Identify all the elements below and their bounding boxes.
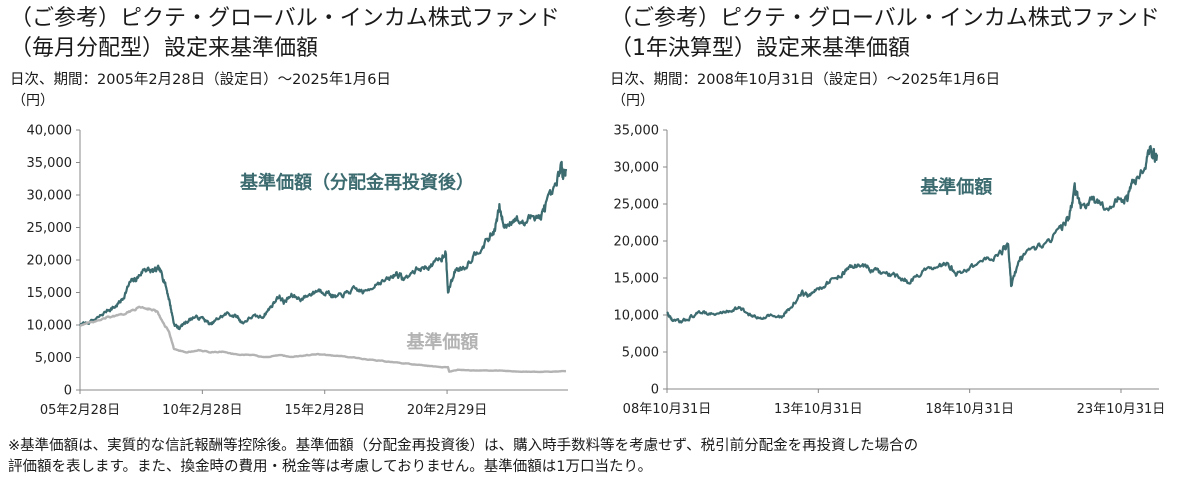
footnote: ※基準価額は、実質的な信託報酬等控除後。基準価額（分配金再投資後）は、購入時手数… — [8, 436, 1188, 478]
series-line-reinvested — [79, 160, 568, 331]
series-annotation-label: 基準価額 — [405, 331, 478, 353]
y-tick-label: 0 — [651, 383, 659, 398]
x-tick-label: 05年2月28日 — [40, 403, 120, 418]
chart-title-line2: （毎月分配型）設定来基準価額 — [10, 36, 319, 61]
y-tick-label: 10,000 — [614, 309, 660, 324]
x-tick-label: 08年10月31日 — [623, 402, 712, 417]
y-tick-label: 30,000 — [27, 189, 73, 204]
series-line-nav — [666, 145, 1159, 324]
y-tick-label: 5,000 — [622, 346, 659, 361]
chart-title-line2: （1年決算型）設定来基準価額 — [610, 36, 910, 61]
y-tick-label: 15,000 — [614, 272, 660, 287]
x-tick-label: 23年10月31日 — [1077, 402, 1166, 417]
y-tick-label: 10,000 — [27, 319, 73, 334]
y-tick-label: 40,000 — [27, 124, 73, 139]
chart-panel-annual: （ご参考）ピクテ・グローバル・インカム株式ファンド （1年決算型）設定来基準価額… — [600, 0, 1193, 430]
y-tick-label: 35,000 — [614, 124, 660, 139]
y-tick-label: 20,000 — [27, 254, 73, 269]
chart-title-line1: （ご参考）ピクテ・グローバル・インカム株式ファンド — [10, 6, 560, 31]
y-tick-label: 25,000 — [27, 221, 73, 236]
y-tick-label: 35,000 — [27, 156, 73, 171]
line-chart-annual: 0 5,000 10,000 15,000 20,000 25,000 30,000 35,0… — [614, 124, 1166, 418]
chart-period: 日次、期間：2008年10月31日（設定日）～2025年1月6日 — [610, 72, 1001, 88]
x-tick-label: 20年2月29日 — [407, 403, 487, 418]
y-tick-label: 15,000 — [27, 286, 73, 301]
y-axis-unit: （円） — [612, 93, 654, 109]
series-line-nav — [79, 305, 567, 374]
y-tick-label: 30,000 — [614, 161, 660, 176]
footnote-line2: 評価額を表します。また、換金時の費用・税金等は考慮しておりません。基準価額は1万… — [8, 459, 653, 475]
chart-title-line1: （ご参考）ピクテ・グローバル・インカム株式ファンド — [610, 6, 1160, 31]
chart-period: 日次、期間：2005年2月28日（設定日）～2025年1月6日 — [10, 72, 391, 88]
series-annotation-label: 基準価額（分配金再投資後） — [239, 172, 474, 194]
chart-panel-monthly: （ご参考）ピクテ・グローバル・インカム株式ファンド （毎月分配型）設定来基準価額… — [0, 0, 590, 430]
x-tick-label: 10年2月28日 — [162, 403, 242, 418]
y-tick-label: 20,000 — [614, 235, 660, 250]
x-tick-label: 18年10月31日 — [925, 402, 1014, 417]
y-axis-unit: （円） — [12, 93, 54, 109]
y-tick-label: 0 — [64, 384, 72, 399]
series-annotation-label: 基準価額 — [919, 176, 992, 198]
line-chart-monthly: 0 5,000 10,000 15,000 20,000 25,000 30,000 35,0… — [27, 124, 568, 418]
y-tick-label: 25,000 — [614, 198, 660, 213]
x-tick-label: 15年2月28日 — [285, 403, 365, 418]
y-tick-label: 5,000 — [35, 351, 72, 366]
x-tick-label: 13年10月31日 — [774, 402, 863, 417]
footnote-line1: ※基準価額は、実質的な信託報酬等控除後。基準価額（分配金再投資後）は、購入時手数… — [8, 438, 919, 454]
